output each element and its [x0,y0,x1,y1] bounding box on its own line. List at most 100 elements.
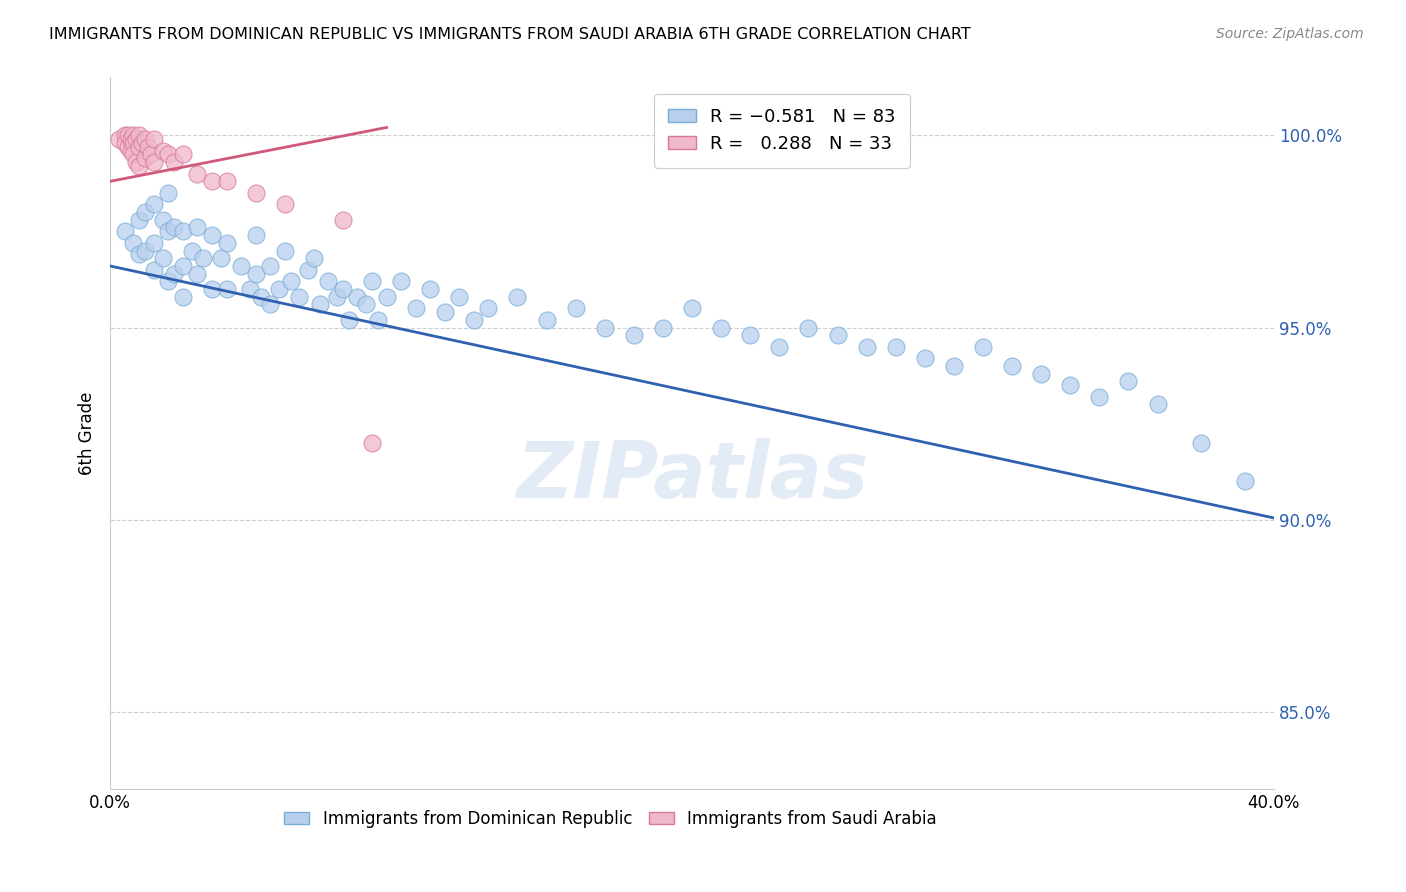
Point [125,132,148,146]
Point [354,297,377,311]
Legend: Immigrants from Dominican Republic, Immigrants from Saudi Arabia: Immigrants from Dominican Republic, Immi… [277,803,943,834]
Point [245,186,267,200]
Point [114,128,136,143]
Point [136,139,159,153]
Point [477,301,499,316]
Point [157,224,180,238]
Point [827,328,849,343]
Y-axis label: 6th Grade: 6th Grade [79,392,96,475]
Point [593,320,616,334]
Point [274,197,297,211]
Point [122,235,145,250]
Point [506,290,529,304]
Point [914,351,936,366]
Point [209,252,232,266]
Point [120,132,142,146]
Point [163,267,186,281]
Text: IMMIGRANTS FROM DOMINICAN REPUBLIC VS IMMIGRANTS FROM SAUDI ARABIA 6TH GRADE COR: IMMIGRANTS FROM DOMINICAN REPUBLIC VS IM… [49,27,972,42]
Point [122,136,145,150]
Point [117,128,139,143]
Point [114,136,136,150]
Point [193,252,215,266]
Point [1088,390,1111,404]
Point [201,282,224,296]
Point [302,252,325,266]
Point [768,340,790,354]
Point [1031,367,1053,381]
Point [142,197,165,211]
Point [229,259,252,273]
Point [131,136,153,150]
Point [318,274,340,288]
Point [280,274,302,288]
Point [740,328,762,343]
Point [1233,475,1256,489]
Point [274,244,297,258]
Point [152,212,174,227]
Point [250,290,273,304]
Point [245,228,267,243]
Point [797,320,820,334]
Point [239,282,262,296]
Point [361,436,384,450]
Point [564,301,586,316]
Point [942,359,965,373]
Point [419,282,441,296]
Point [855,340,877,354]
Point [157,274,180,288]
Point [267,282,290,296]
Point [308,297,330,311]
Point [652,320,675,334]
Text: ZIPatlas: ZIPatlas [516,438,868,514]
Point [172,224,194,238]
Point [1189,436,1212,450]
Point [449,290,471,304]
Point [122,147,145,161]
Point [117,139,139,153]
Point [259,259,281,273]
Point [120,144,142,158]
Point [152,144,174,158]
Point [142,235,165,250]
Point [332,282,354,296]
Point [172,290,194,304]
Point [1001,359,1024,373]
Point [297,262,319,277]
Point [180,244,202,258]
Point [433,305,456,319]
Point [215,235,238,250]
Point [1118,375,1140,389]
Point [157,147,180,161]
Point [1059,378,1081,392]
Point [128,212,150,227]
Point [157,186,180,200]
Point [332,212,354,227]
Point [288,290,311,304]
Point [172,259,194,273]
Point [163,155,186,169]
Point [972,340,994,354]
Point [134,205,156,219]
Point [134,132,156,146]
Point [337,313,360,327]
Point [405,301,427,316]
Point [346,290,368,304]
Point [375,290,398,304]
Point [186,267,208,281]
Point [259,297,281,311]
Point [186,220,208,235]
Point [122,128,145,143]
Point [142,262,165,277]
Point [114,224,136,238]
Point [108,132,131,146]
Point [172,147,194,161]
Point [142,155,165,169]
Point [389,274,412,288]
Point [186,167,208,181]
Point [201,228,224,243]
Point [134,151,156,165]
Point [361,274,384,288]
Point [128,128,150,143]
Point [134,244,156,258]
Point [142,132,165,146]
